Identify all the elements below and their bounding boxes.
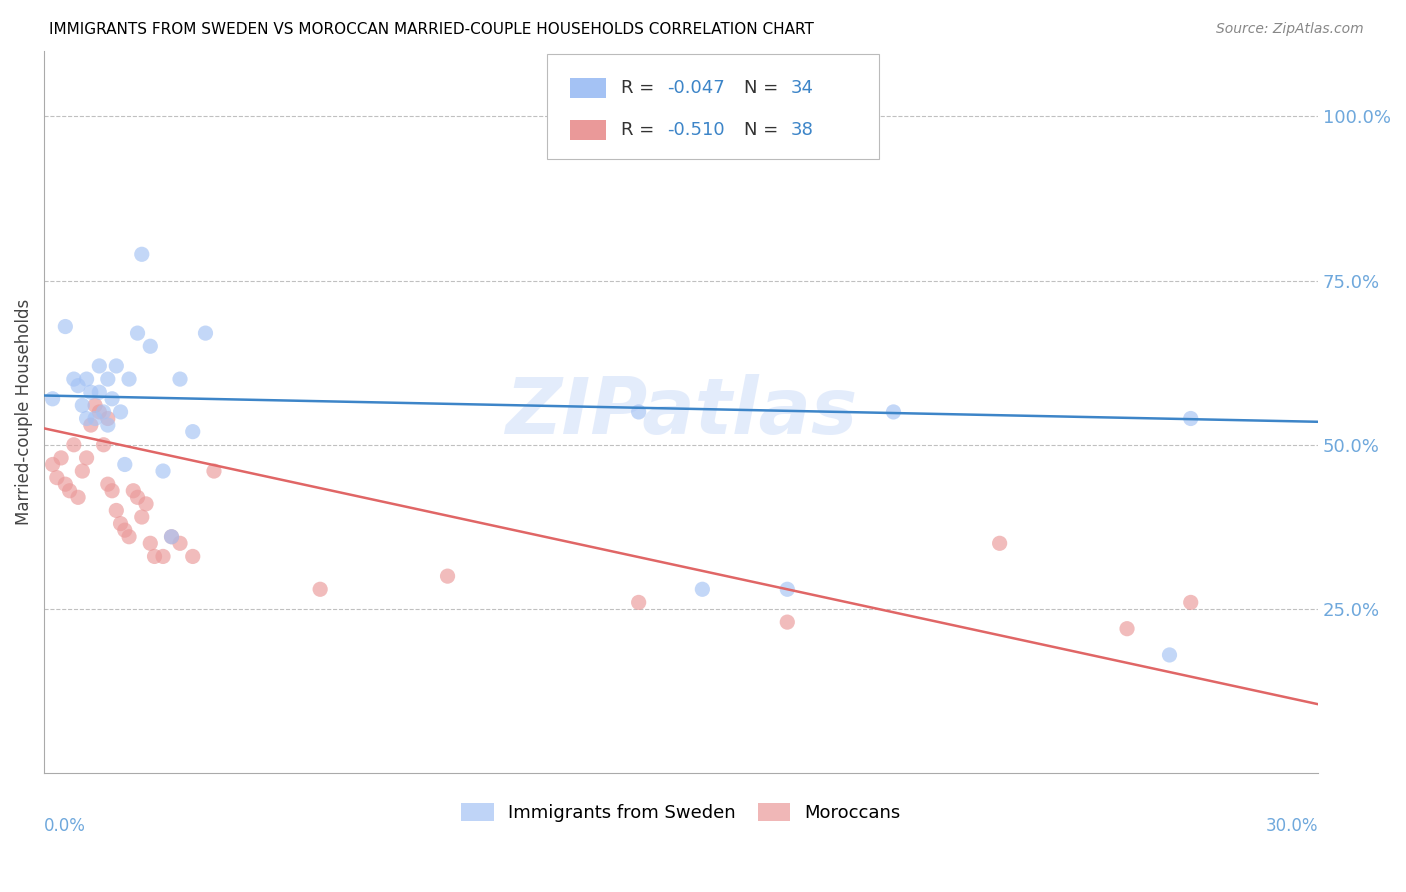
Point xyxy=(139,339,162,353)
Point xyxy=(988,536,1011,550)
Point xyxy=(139,536,162,550)
Point xyxy=(72,464,94,478)
Point xyxy=(114,458,136,472)
Point xyxy=(45,470,67,484)
Point xyxy=(143,549,166,564)
Point xyxy=(776,582,799,597)
Point xyxy=(202,464,225,478)
Point xyxy=(67,378,90,392)
Point xyxy=(169,536,191,550)
Point xyxy=(860,136,883,150)
Point xyxy=(63,438,86,452)
Point xyxy=(1159,648,1181,662)
Point xyxy=(97,372,120,386)
Point xyxy=(118,372,141,386)
Point xyxy=(169,372,191,386)
Text: -0.047: -0.047 xyxy=(666,78,725,97)
Point xyxy=(118,530,141,544)
Point xyxy=(122,483,145,498)
Text: N =: N = xyxy=(744,120,783,139)
Point xyxy=(114,523,136,537)
Text: 38: 38 xyxy=(790,120,814,139)
Point xyxy=(436,569,458,583)
Text: IMMIGRANTS FROM SWEDEN VS MOROCCAN MARRIED-COUPLE HOUSEHOLDS CORRELATION CHART: IMMIGRANTS FROM SWEDEN VS MOROCCAN MARRI… xyxy=(49,22,814,37)
Point xyxy=(160,530,183,544)
Point xyxy=(882,405,904,419)
Point xyxy=(41,392,63,406)
Text: N =: N = xyxy=(744,78,783,97)
FancyBboxPatch shape xyxy=(547,54,879,159)
Point xyxy=(76,450,98,465)
Point xyxy=(53,477,76,491)
Point xyxy=(181,549,204,564)
Text: ZIPatlas: ZIPatlas xyxy=(505,374,858,450)
Point xyxy=(89,385,111,400)
Point xyxy=(97,418,120,433)
Point xyxy=(76,411,98,425)
Bar xyxy=(571,120,606,140)
Point xyxy=(67,491,90,505)
Point xyxy=(101,483,124,498)
Bar xyxy=(571,78,606,98)
Point xyxy=(105,359,128,373)
Point xyxy=(80,385,103,400)
Point xyxy=(63,372,86,386)
Point xyxy=(181,425,204,439)
Point xyxy=(93,405,115,419)
Point xyxy=(97,411,120,425)
Point xyxy=(309,582,332,597)
Point xyxy=(76,372,98,386)
Point xyxy=(41,458,63,472)
Point xyxy=(53,319,76,334)
Point xyxy=(1180,411,1202,425)
Point xyxy=(101,392,124,406)
Point xyxy=(152,464,174,478)
Y-axis label: Married-couple Households: Married-couple Households xyxy=(15,299,32,525)
Point xyxy=(49,450,72,465)
Point xyxy=(135,497,157,511)
Point xyxy=(72,398,94,412)
Point xyxy=(160,530,183,544)
Point xyxy=(627,405,650,419)
Point xyxy=(1180,595,1202,609)
Point xyxy=(84,411,107,425)
Point xyxy=(152,549,174,564)
Text: R =: R = xyxy=(621,120,661,139)
Text: Source: ZipAtlas.com: Source: ZipAtlas.com xyxy=(1216,22,1364,37)
Point xyxy=(692,582,714,597)
Text: 30.0%: 30.0% xyxy=(1265,816,1319,835)
Text: R =: R = xyxy=(621,78,661,97)
Point xyxy=(58,483,80,498)
Point xyxy=(93,438,115,452)
Point xyxy=(131,510,153,524)
Legend: Immigrants from Sweden, Moroccans: Immigrants from Sweden, Moroccans xyxy=(454,796,908,830)
Point xyxy=(110,516,132,531)
Point xyxy=(627,595,650,609)
Point xyxy=(97,477,120,491)
Point xyxy=(105,503,128,517)
Text: -0.510: -0.510 xyxy=(666,120,724,139)
Point xyxy=(89,359,111,373)
Point xyxy=(110,405,132,419)
Point xyxy=(84,398,107,412)
Point xyxy=(1116,622,1139,636)
Point xyxy=(131,247,153,261)
Point xyxy=(80,418,103,433)
Point xyxy=(89,405,111,419)
Point xyxy=(127,326,149,340)
Text: 0.0%: 0.0% xyxy=(44,816,86,835)
Point xyxy=(194,326,217,340)
Text: 34: 34 xyxy=(790,78,814,97)
Point xyxy=(127,491,149,505)
Point xyxy=(776,615,799,629)
